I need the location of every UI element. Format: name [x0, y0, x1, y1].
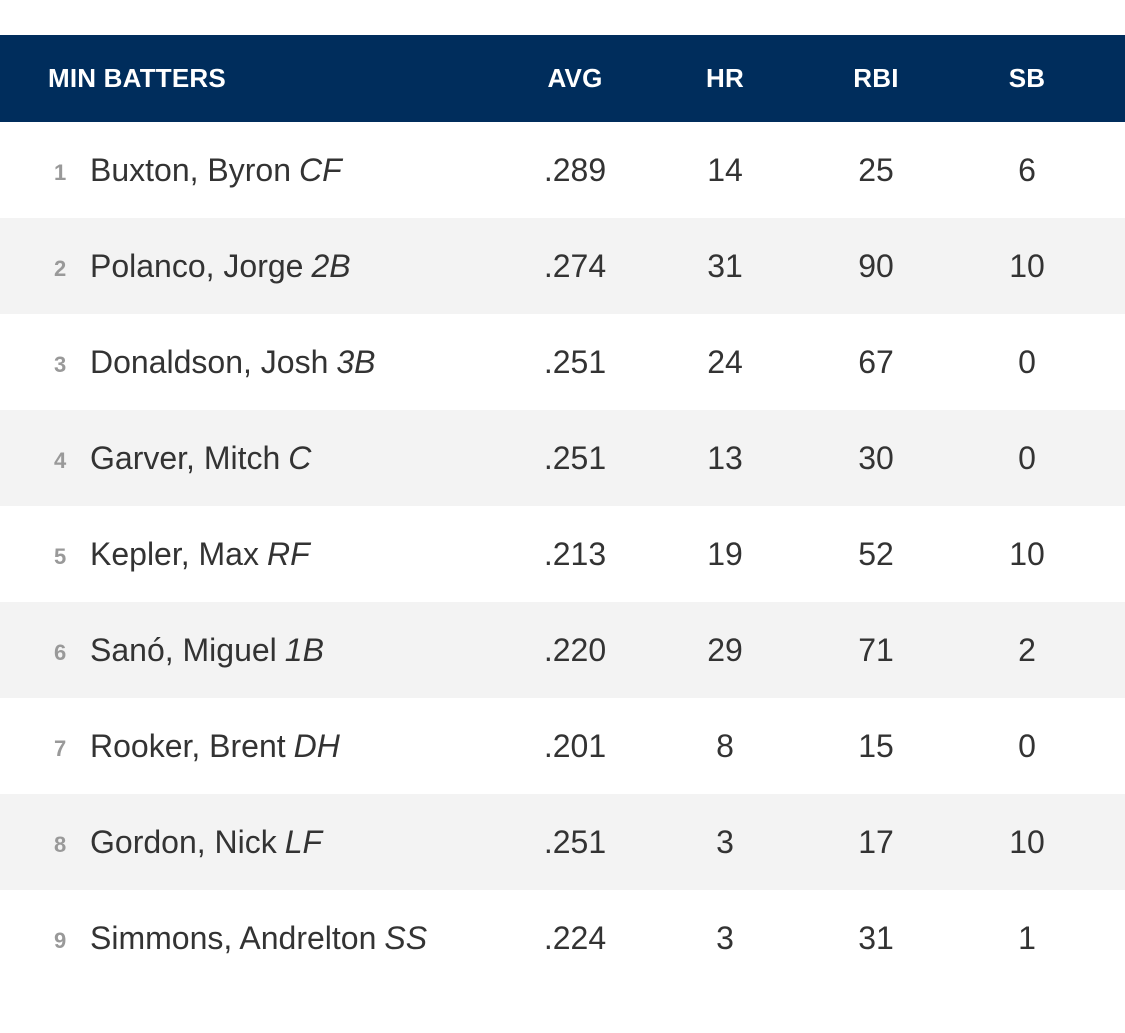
stat-sb: 0	[1018, 343, 1036, 380]
player-position: 1B	[284, 631, 324, 668]
stat-sb: 2	[1018, 631, 1036, 668]
player-name: Simmons, Andrelton	[90, 919, 377, 956]
stat-rbi: 71	[858, 631, 894, 668]
stat-sb: 0	[1018, 727, 1036, 764]
table-row: 9 Simmons, Andrelton SS .224 3 31 1	[0, 890, 1125, 986]
player-name: Donaldson, Josh	[90, 343, 329, 380]
batting-order: 4	[54, 448, 67, 473]
stat-rbi: 30	[858, 439, 894, 476]
header-avg: AVG	[547, 63, 603, 93]
batting-order: 1	[54, 160, 67, 185]
stat-hr: 24	[707, 343, 743, 380]
stat-rbi: 31	[858, 919, 894, 956]
player-name: Rooker, Brent	[90, 727, 286, 764]
stat-avg: .251	[543, 343, 607, 380]
stat-rbi: 15	[858, 727, 894, 764]
stat-rbi: 17	[858, 823, 894, 860]
stat-hr: 19	[707, 535, 743, 572]
batting-lineup-table: MIN BATTERS AVG HR RBI SB 1 Buxton, Byro…	[0, 35, 1125, 986]
batting-order: 7	[54, 736, 67, 761]
batting-order: 8	[54, 832, 67, 857]
stat-hr: 31	[707, 247, 743, 284]
player-name: Garver, Mitch	[90, 439, 281, 476]
batting-order: 5	[54, 544, 67, 569]
stat-avg: .220	[543, 631, 607, 668]
player-name: Buxton, Byron	[90, 151, 291, 188]
batting-order: 3	[54, 352, 67, 377]
stat-hr: 13	[707, 439, 743, 476]
table-header: MIN BATTERS AVG HR RBI SB	[0, 35, 1125, 122]
stat-hr: 3	[716, 919, 734, 956]
player-position: CF	[299, 151, 342, 188]
table-row: 1 Buxton, Byron CF .289 14 25 6	[0, 122, 1125, 218]
header-batters: MIN BATTERS	[48, 63, 226, 93]
player-position: LF	[284, 823, 323, 860]
stat-sb: 10	[1009, 823, 1045, 860]
stat-avg: .213	[543, 535, 607, 572]
stat-hr: 8	[716, 727, 734, 764]
player-position: 3B	[336, 343, 376, 380]
player-position: RF	[266, 535, 310, 572]
stat-avg: .274	[543, 247, 607, 284]
stat-avg: .251	[543, 823, 607, 860]
stat-avg: .224	[543, 919, 607, 956]
header-sb: SB	[1008, 63, 1046, 93]
stat-sb: 10	[1009, 535, 1045, 572]
player-name: Gordon, Nick	[90, 823, 277, 860]
player-name: Sanó, Miguel	[90, 631, 277, 668]
stat-rbi: 90	[858, 247, 894, 284]
table-row: 7 Rooker, Brent DH .201 8 15 0	[0, 698, 1125, 794]
stat-sb: 0	[1018, 439, 1036, 476]
stat-rbi: 52	[858, 535, 894, 572]
stat-sb: 10	[1009, 247, 1045, 284]
player-position: DH	[293, 727, 340, 764]
stat-hr: 3	[716, 823, 734, 860]
stat-sb: 1	[1018, 919, 1036, 956]
stat-avg: .201	[543, 727, 607, 764]
player-position: 2B	[311, 247, 351, 284]
stat-sb: 6	[1018, 151, 1036, 188]
batting-order: 6	[54, 640, 67, 665]
stat-rbi: 25	[858, 151, 894, 188]
table-row: 5 Kepler, Max RF .213 19 52 10	[0, 506, 1125, 602]
player-name: Kepler, Max	[90, 535, 259, 572]
table-row: 2 Polanco, Jorge 2B .274 31 90 10	[0, 218, 1125, 314]
stat-rbi: 67	[858, 343, 894, 380]
player-name: Polanco, Jorge	[90, 247, 304, 284]
table-row: 8 Gordon, Nick LF .251 3 17 10	[0, 794, 1125, 890]
stat-avg: .251	[543, 439, 607, 476]
header-hr: HR	[706, 63, 744, 93]
batting-order: 2	[54, 256, 67, 281]
batting-order: 9	[54, 928, 67, 953]
player-position: SS	[384, 919, 428, 956]
table-row: 6 Sanó, Miguel 1B .220 29 71 2	[0, 602, 1125, 698]
table-row: 4 Garver, Mitch C .251 13 30 0	[0, 410, 1125, 506]
player-position: C	[288, 439, 312, 476]
stat-avg: .289	[543, 151, 607, 188]
stat-hr: 29	[707, 631, 743, 668]
table-row: 3 Donaldson, Josh 3B .251 24 67 0	[0, 314, 1125, 410]
stat-hr: 14	[707, 151, 743, 188]
header-rbi: RBI	[853, 63, 899, 93]
